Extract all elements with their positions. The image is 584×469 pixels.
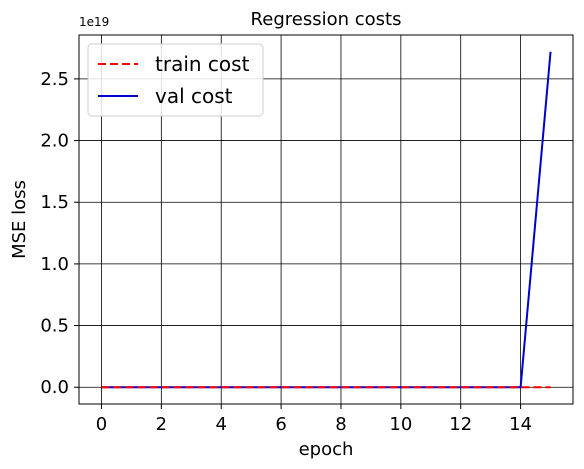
x-tick-label: 14	[509, 414, 532, 435]
series-layer	[101, 51, 552, 389]
x-tick-label: 4	[215, 414, 226, 435]
y-tick-label: 1.0	[40, 254, 69, 275]
x-tick-label: 0	[96, 414, 107, 435]
ticks-layer: 0 2 4 6 8 10 12 14 0.0 0.5 1.0 1.5 2.0 2.5	[40, 69, 532, 435]
x-axis-label: epoch	[299, 439, 354, 460]
x-tick-label: 8	[335, 414, 346, 435]
x-tick-label: 10	[389, 414, 412, 435]
y-axis-label: MSE loss	[9, 180, 30, 259]
y-tick-label: 2.0	[40, 131, 69, 152]
legend-label-val-cost: val cost	[155, 84, 233, 108]
y-tick-label: 0.0	[40, 377, 69, 398]
y-axis-offset-text: 1e19	[79, 15, 109, 29]
legend-label-train-cost: train cost	[155, 52, 250, 76]
y-tick-label: 0.5	[40, 316, 69, 337]
y-tick-label: 2.5	[40, 69, 69, 90]
legend-box	[87, 43, 264, 117]
plot-frame	[78, 34, 574, 405]
chart-title: Regression costs	[251, 9, 402, 30]
legend: train cost val cost	[87, 43, 264, 117]
x-tick-label: 6	[275, 414, 286, 435]
x-tick-label: 2	[156, 414, 167, 435]
x-tick-label: 12	[449, 414, 472, 435]
y-tick-label: 1.5	[40, 192, 69, 213]
